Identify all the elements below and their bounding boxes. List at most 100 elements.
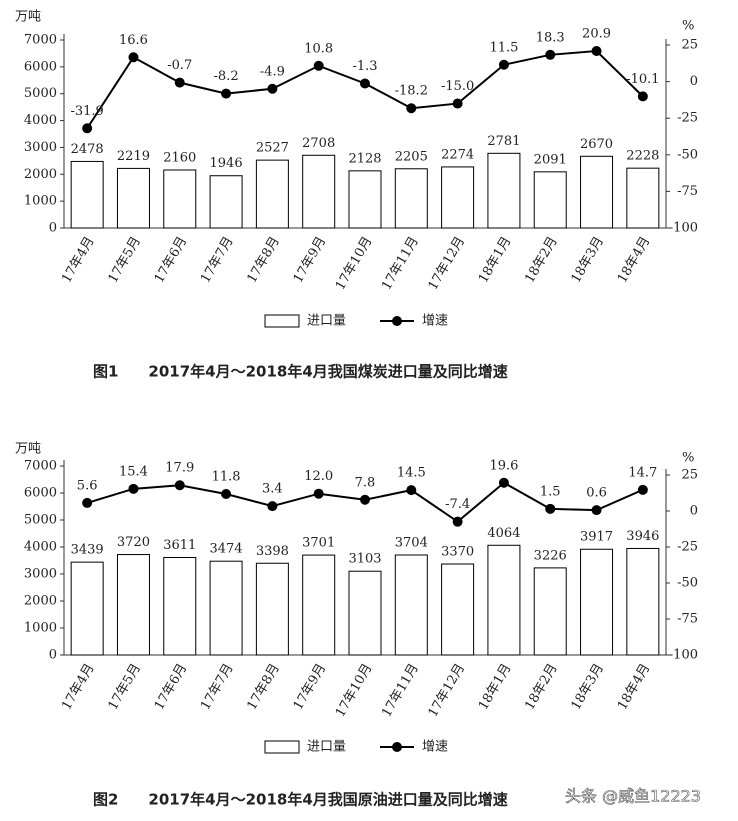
y-tick-label: 1000 [24, 194, 57, 209]
bar-value-label: 2781 [487, 134, 520, 149]
y2-tick-label: -75 [677, 184, 698, 199]
x-tick-label: 17年11月 [379, 661, 422, 720]
y2-tick-label: 25 [681, 38, 698, 53]
y-tick-label: 6000 [24, 59, 57, 74]
line-value-label: -10.1 [626, 72, 659, 87]
bar [441, 166, 475, 229]
line-point [360, 494, 370, 505]
bar [302, 554, 336, 656]
x-tick-label: 18年2月 [522, 234, 560, 286]
line-point [591, 505, 602, 516]
x-tick-label: 18年3月 [569, 234, 607, 286]
y-tick-label: 5000 [24, 86, 57, 101]
line-value-label: 11.8 [212, 470, 241, 485]
line-point [174, 77, 185, 88]
y2-axis-label: % [682, 451, 694, 466]
x-tick-label: 17年9月 [291, 234, 329, 286]
line-value-label: 10.8 [304, 41, 333, 56]
bar-value-label: 3370 [441, 545, 474, 560]
x-tick-label: 18年2月 [522, 661, 560, 713]
legend-swatch [264, 740, 300, 754]
x-tick-label: 18年1月 [476, 661, 514, 713]
x-tick-label: 17年5月 [106, 661, 144, 713]
bar [487, 544, 521, 656]
line-point [267, 501, 278, 512]
legend-marker [392, 742, 402, 752]
line-value-label: 3.4 [262, 482, 283, 497]
y-tick-label: 2000 [24, 167, 57, 182]
line-point [313, 60, 324, 71]
y-tick-label: 7000 [24, 33, 57, 48]
line-point [82, 497, 93, 508]
bar-value-label: 2478 [71, 142, 104, 157]
legend-label: 增速 [422, 740, 448, 755]
y2-tick-label: -75 [677, 612, 698, 627]
line-value-label: 12.0 [304, 469, 333, 484]
bar [533, 171, 567, 229]
x-tick-label: 17年10月 [333, 234, 376, 293]
line-value-label: 17.9 [165, 461, 194, 476]
bar-value-label: 3701 [302, 536, 335, 551]
chart-title: 图1 2017年4月～2018年4月我国煤炭进口量及同比增速 [93, 363, 508, 381]
y-tick-label: 4000 [24, 540, 57, 555]
line-value-label: -4.9 [260, 64, 285, 79]
bar [394, 554, 428, 656]
line-value-label: -1.3 [352, 59, 377, 74]
y2-tick-label: -25 [677, 111, 698, 126]
bar-value-label: 2128 [348, 151, 381, 166]
bar [116, 167, 150, 229]
x-tick-label: 17年9月 [291, 661, 329, 713]
x-tick-label: 17年5月 [106, 234, 144, 286]
legend-label: 增速 [422, 314, 448, 329]
line-value-label: 19.6 [489, 458, 518, 473]
x-tick-label: 17年7月 [198, 661, 236, 713]
line-value-label: -7.4 [445, 497, 470, 512]
bar [580, 548, 614, 656]
line-point [360, 78, 370, 89]
line-value-label: 14.5 [397, 466, 426, 481]
bar-value-label: 3226 [534, 548, 567, 563]
line-point [174, 480, 185, 491]
line-point [498, 477, 509, 488]
y2-tick-label: 0 [690, 504, 698, 519]
y-axis-label: 万吨 [15, 10, 41, 25]
line-point [591, 46, 602, 57]
x-tick-label: 17年12月 [426, 661, 469, 720]
line-point [637, 484, 648, 495]
x-tick-label: 18年1月 [476, 234, 514, 286]
x-tick-label: 18年4月 [615, 234, 653, 286]
bar-value-label: 3704 [395, 535, 428, 550]
bar [116, 554, 150, 656]
bar-value-label: 1946 [210, 156, 243, 171]
bar [209, 560, 243, 656]
line-point [545, 49, 556, 60]
line-point [128, 483, 139, 494]
bar [302, 154, 336, 229]
x-tick-label: 18年4月 [615, 661, 653, 713]
x-tick-label: 17年6月 [152, 661, 190, 713]
y-tick-label: 2000 [24, 594, 57, 609]
legend-label: 进口量 [307, 314, 346, 329]
bar-value-label: 2219 [117, 149, 150, 164]
y2-tick-label: 0 [690, 74, 698, 89]
line-point [313, 488, 324, 499]
bar-value-label: 3611 [163, 538, 196, 553]
line-value-label: 0.6 [586, 486, 607, 501]
legend-label: 进口量 [307, 740, 346, 755]
line-value-label: 14.7 [628, 465, 657, 480]
bar [70, 561, 104, 656]
line-point [82, 123, 93, 134]
line-value-label: 11.5 [489, 40, 518, 55]
bar-value-label: 2527 [256, 141, 289, 156]
y2-tick-label: 25 [681, 468, 698, 483]
y-tick-label: 5000 [24, 513, 57, 528]
line-point [637, 91, 648, 102]
line-value-label: -0.7 [167, 58, 192, 73]
x-tick-label: 17年11月 [379, 234, 422, 293]
line-point [267, 83, 278, 94]
bar [394, 168, 428, 229]
bar-value-label: 3946 [626, 529, 659, 544]
bar-value-label: 2228 [626, 149, 659, 164]
bar [163, 557, 197, 656]
bar [533, 567, 567, 656]
